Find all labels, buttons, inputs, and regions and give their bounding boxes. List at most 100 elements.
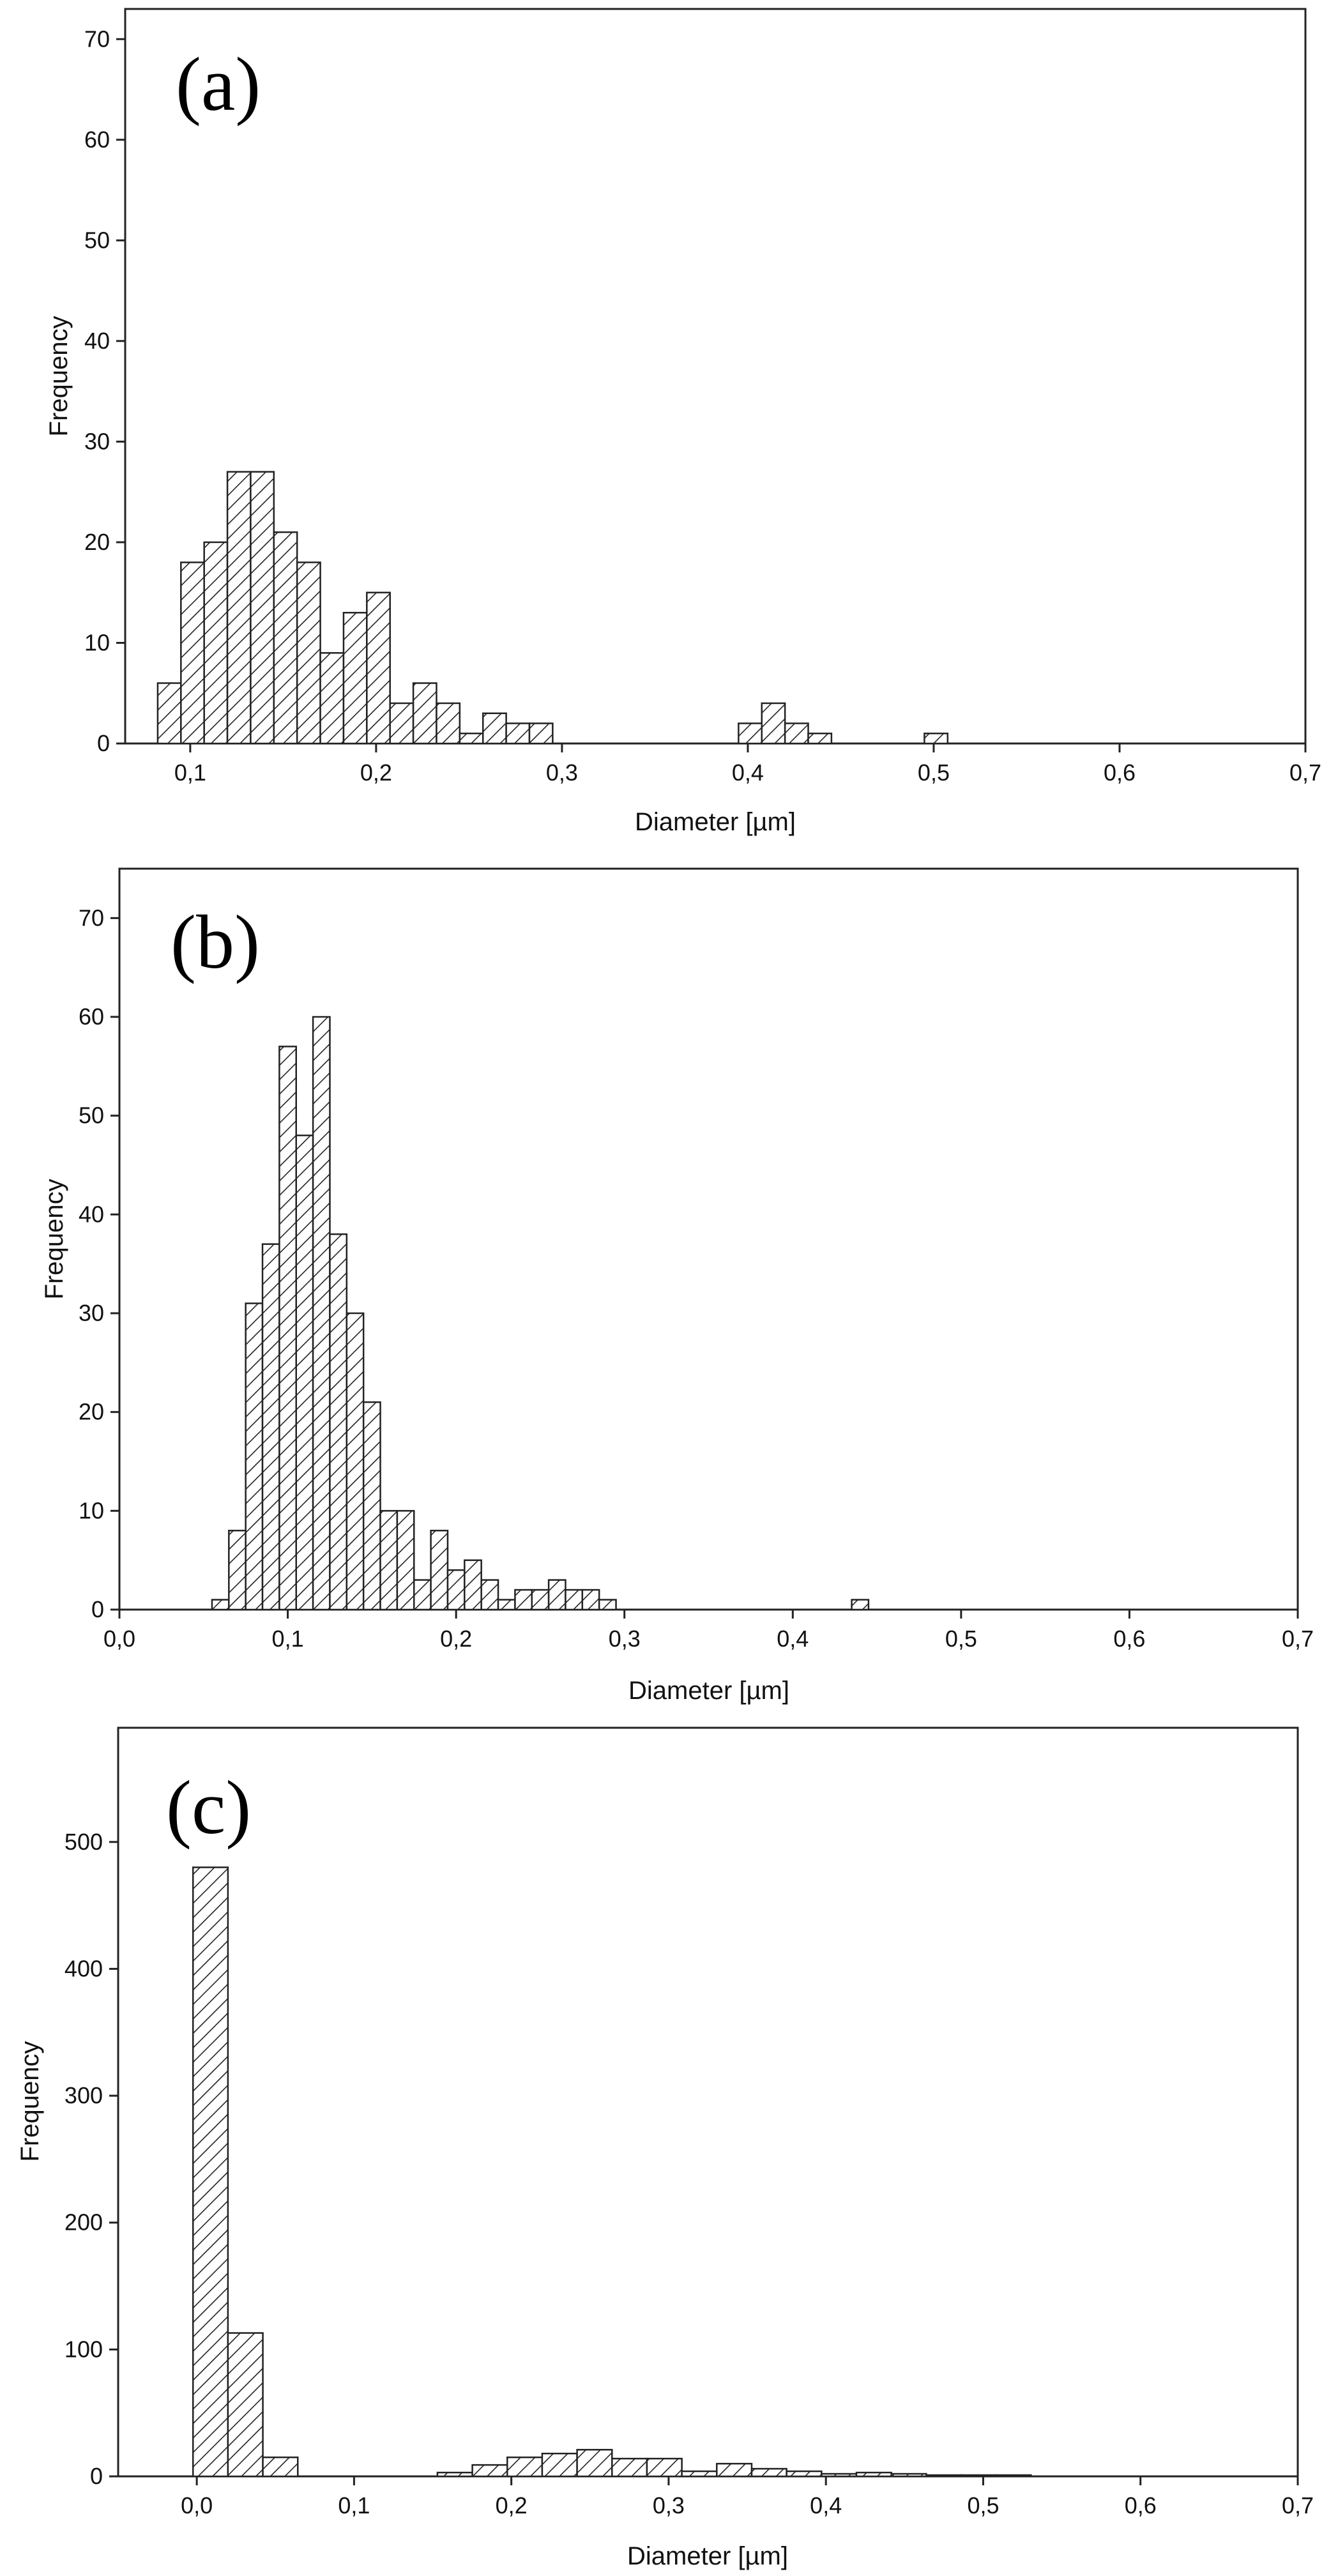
histogram-bar [319, 652, 345, 745]
histogram-bar [446, 1569, 466, 1611]
histogram-bar [203, 541, 229, 745]
histogram-bar [180, 561, 205, 745]
y-tick-label-a: 10 [84, 629, 110, 655]
histogram-bar [761, 702, 786, 745]
y-tick-label-a: 20 [84, 529, 110, 555]
histogram-bar [312, 1016, 331, 1611]
chart-panel-c: 0,0 0,1 0,2 0,3 0,4 0,5 0,6 0,7 0 100 200 300 400 500… [16, 1726, 1314, 2570]
y-tick-label-b: 70 [79, 904, 104, 931]
histogram-bar [505, 722, 531, 745]
histogram-bar [412, 682, 437, 745]
y-tick-label-c: 400 [65, 1955, 103, 1981]
y-tick-label-a: 50 [84, 227, 110, 253]
x-tick-label-a: 0,5 [918, 759, 950, 786]
y-tick-label-c: 300 [65, 2082, 103, 2108]
y-tick-label-a: 60 [84, 126, 110, 153]
histogram-bar [581, 1589, 600, 1611]
histogram-bar [278, 1046, 297, 1611]
histogram-bar [497, 1599, 516, 1611]
x-tick-label-b: 0,5 [945, 1626, 977, 1652]
histogram-bar [925, 2474, 962, 2478]
histogram-bar [784, 722, 809, 745]
histogram-bar [430, 1530, 449, 1611]
histogram-bar [855, 2471, 892, 2478]
histogram-bar [156, 682, 182, 745]
histogram-bar [211, 1599, 230, 1611]
x-tick-label-c: 0,1 [338, 2492, 370, 2519]
histogram-bar [250, 471, 275, 745]
x-tick-label-b: 0,4 [777, 1626, 809, 1652]
histogram-bar [681, 2470, 718, 2478]
y-axis-title-b: Frequency [40, 1179, 68, 1300]
histogram-bar [851, 1599, 870, 1611]
histogram-bar [528, 722, 554, 745]
histogram-bar [565, 1589, 584, 1611]
chart-panel-b: 0,0 0,1 0,2 0,3 0,4 0,5 0,6 0,7010203040506070 … [40, 867, 1314, 1705]
x-tick-label-b: 0,1 [272, 1626, 304, 1652]
x-axis-title-b: Diameter [µm] [628, 1677, 789, 1705]
histogram-bar [436, 702, 461, 745]
x-tick-label-b: 0,6 [1113, 1626, 1145, 1652]
histogram-bar [576, 2449, 613, 2478]
histogram-bar [389, 702, 414, 745]
x-tick-label-a: 0,4 [732, 759, 764, 786]
histogram-bar [436, 2471, 473, 2478]
histogram-bar [227, 2332, 264, 2478]
histogram-bar [192, 1866, 229, 2478]
histogram-bar [346, 1312, 365, 1611]
y-tick-label-b: 60 [79, 1003, 104, 1030]
y-axis-title-c: Frequency [16, 2041, 44, 2162]
x-tick-label-c: 0,6 [1125, 2492, 1157, 2519]
histogram-bar [329, 1233, 348, 1611]
x-tick-label-c: 0,0 [181, 2492, 213, 2519]
histogram-bar [226, 471, 252, 745]
y-tick-label-a: 70 [84, 26, 110, 52]
histogram-bar [459, 732, 484, 745]
histogram-bar [366, 591, 391, 745]
panel-label-c: (c) [166, 1765, 251, 1850]
histogram-bar [464, 1559, 482, 1611]
histogram-bar [890, 2473, 927, 2478]
histogram-bar [342, 611, 368, 745]
x-tick-label-c: 0,4 [810, 2492, 842, 2519]
histogram-bar [296, 561, 321, 745]
x-axis-title-a: Diameter [µm] [635, 808, 796, 836]
y-tick-label-a: 30 [84, 428, 110, 454]
x-tick-label-c: 0,3 [653, 2492, 685, 2519]
histogram-bar [716, 2462, 753, 2478]
histogram-bar [598, 1599, 617, 1611]
x-tick-label-c: 0,7 [1282, 2492, 1314, 2519]
x-tick-label-a: 0,7 [1289, 759, 1321, 786]
histogram-bar [273, 531, 298, 745]
histogram-bar [924, 732, 949, 745]
histogram-bar [646, 2457, 683, 2478]
histogram-bar [261, 1243, 280, 1611]
x-axis-title-c: Diameter [µm] [627, 2542, 788, 2570]
y-tick-label-b: 50 [79, 1102, 104, 1129]
y-axis-title-a: Frequency [45, 316, 73, 437]
histogram-bar [807, 732, 833, 745]
histogram-bar [295, 1134, 314, 1611]
panel-label-a: (a) [176, 42, 261, 126]
y-tick-label-c: 200 [65, 2209, 103, 2236]
plot-frame-a [124, 8, 1307, 745]
x-tick-label-a: 0,1 [174, 759, 206, 786]
histogram-bar [611, 2457, 648, 2478]
histogram-bar [362, 1401, 381, 1611]
x-tick-label-a: 0,2 [360, 759, 392, 786]
x-tick-label-a: 0,6 [1104, 759, 1136, 786]
y-tick-label-b: 40 [79, 1201, 104, 1227]
histogram-bar [531, 1589, 550, 1611]
x-tick-label-b: 0,0 [103, 1626, 135, 1652]
histogram-bar [480, 1579, 499, 1611]
histogram-bar [379, 1510, 399, 1611]
histogram-bar [471, 2464, 508, 2478]
panel-label-b: (b) [171, 899, 260, 984]
y-tick-label-a: 40 [84, 328, 110, 354]
y-tick-label-c: 0 [90, 2463, 103, 2489]
histogram-bar [786, 2470, 823, 2478]
y-tick-label-a: 0 [97, 730, 110, 756]
x-tick-label-c: 0,2 [496, 2492, 528, 2519]
plot-frame-c [117, 1726, 1299, 2478]
